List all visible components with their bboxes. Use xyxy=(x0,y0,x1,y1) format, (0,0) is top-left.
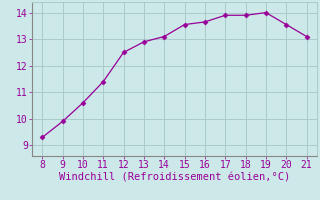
X-axis label: Windchill (Refroidissement éolien,°C): Windchill (Refroidissement éolien,°C) xyxy=(59,173,290,183)
